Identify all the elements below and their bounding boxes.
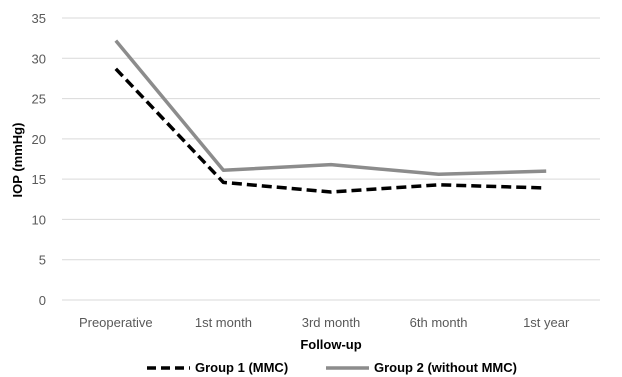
x-tick-label: 3rd month xyxy=(302,315,361,330)
y-tick-label: 25 xyxy=(32,92,46,107)
x-tick-label: 1st year xyxy=(523,315,570,330)
x-axis-title: Follow-up xyxy=(300,337,361,352)
legend-label-group-1: Group 1 (MMC) xyxy=(195,360,288,375)
y-axis-title: IOP (mmHg) xyxy=(10,123,25,198)
y-tick-label: 30 xyxy=(32,51,46,66)
x-tick-label: 6th month xyxy=(410,315,468,330)
y-tick-label: 15 xyxy=(32,172,46,187)
grid-lines xyxy=(62,17,600,301)
series-lines xyxy=(114,39,547,194)
x-tick-label: 1st month xyxy=(195,315,252,330)
y-tick-label: 20 xyxy=(32,132,46,147)
y-tick-label: 0 xyxy=(39,293,46,308)
y-axis-tick-labels: 0 5 10 15 20 25 30 35 xyxy=(32,11,46,308)
legend-label-group-2: Group 2 (without MMC) xyxy=(374,360,517,375)
y-tick-label: 10 xyxy=(32,212,46,227)
series-line-group-2 xyxy=(114,39,547,177)
x-tick-label: Preoperative xyxy=(79,315,153,330)
y-tick-label: 5 xyxy=(39,253,46,268)
legend: Group 1 (MMC) Group 2 (without MMC) xyxy=(147,360,517,375)
series-line-group-1 xyxy=(114,67,547,194)
x-axis-tick-labels: Preoperative 1st month 3rd month 6th month 1… xyxy=(79,315,570,330)
y-tick-label: 35 xyxy=(32,11,46,26)
